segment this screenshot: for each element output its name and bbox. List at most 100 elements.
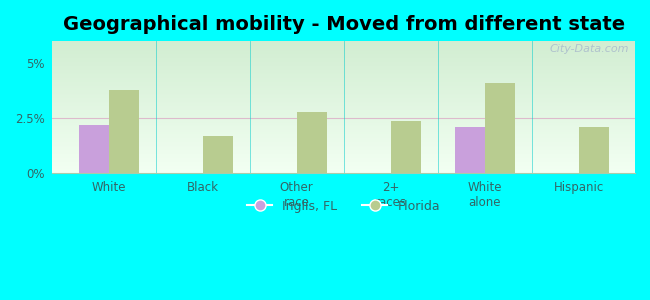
Bar <box>53 76 635 77</box>
Bar <box>53 128 635 129</box>
Bar <box>53 61 635 62</box>
Bar <box>578 127 608 173</box>
Bar <box>53 62 635 63</box>
Bar <box>53 88 635 89</box>
Bar <box>53 127 635 128</box>
Bar <box>53 170 635 171</box>
Bar <box>53 140 635 141</box>
Bar <box>53 58 635 59</box>
Bar <box>53 151 635 152</box>
Bar <box>53 101 635 102</box>
Bar <box>53 99 635 100</box>
Bar <box>53 57 635 58</box>
Bar <box>53 129 635 130</box>
Bar <box>53 122 635 123</box>
Bar <box>53 42 635 43</box>
Bar <box>53 69 635 70</box>
Legend: Inglis, FL, Florida: Inglis, FL, Florida <box>242 194 445 218</box>
Bar <box>53 156 635 157</box>
Bar <box>53 155 635 156</box>
Bar <box>53 171 635 172</box>
Bar <box>53 102 635 103</box>
Bar <box>53 152 635 153</box>
Bar <box>79 125 109 173</box>
Bar <box>53 46 635 47</box>
Bar <box>53 71 635 72</box>
Bar <box>53 100 635 101</box>
Bar <box>53 136 635 137</box>
Bar <box>53 113 635 114</box>
Bar <box>53 167 635 168</box>
Bar <box>53 105 635 106</box>
Bar <box>53 82 635 83</box>
Bar <box>53 86 635 87</box>
Bar <box>53 141 635 142</box>
Bar <box>53 96 635 97</box>
Bar <box>53 139 635 140</box>
Bar <box>53 47 635 48</box>
Bar <box>53 67 635 68</box>
Title: Geographical mobility - Moved from different state: Geographical mobility - Moved from diffe… <box>62 15 625 34</box>
Bar <box>53 172 635 173</box>
Bar <box>53 112 635 113</box>
Bar <box>53 45 635 46</box>
Bar <box>53 144 635 145</box>
Bar <box>53 77 635 78</box>
Bar <box>53 132 635 133</box>
Bar <box>53 161 635 162</box>
Bar <box>53 109 635 110</box>
Bar <box>53 65 635 66</box>
Bar <box>53 107 635 108</box>
Text: City-Data.com: City-Data.com <box>550 44 629 54</box>
Bar <box>53 43 635 44</box>
Bar <box>53 91 635 92</box>
Bar <box>53 147 635 148</box>
Bar <box>53 159 635 160</box>
Bar <box>53 157 635 158</box>
Bar <box>53 75 635 76</box>
Bar <box>53 68 635 69</box>
Bar <box>53 142 635 143</box>
Bar <box>53 153 635 154</box>
Bar <box>53 78 635 79</box>
Bar <box>53 111 635 112</box>
Bar <box>53 85 635 86</box>
Bar <box>53 63 635 64</box>
Bar <box>53 104 635 105</box>
Bar <box>53 106 635 107</box>
Bar <box>53 110 635 111</box>
Bar <box>53 70 635 71</box>
Bar <box>53 119 635 120</box>
Bar <box>53 135 635 136</box>
Bar <box>53 133 635 134</box>
Bar <box>53 79 635 80</box>
Bar <box>53 98 635 99</box>
Bar <box>53 66 635 67</box>
Bar <box>53 55 635 56</box>
Bar <box>53 123 635 124</box>
Bar <box>53 50 635 51</box>
Bar <box>53 137 635 138</box>
Bar <box>454 127 485 173</box>
Bar <box>53 51 635 52</box>
Bar <box>53 54 635 55</box>
Bar <box>53 131 635 132</box>
Bar <box>203 136 233 173</box>
Bar <box>53 90 635 91</box>
Bar <box>53 52 635 53</box>
Bar <box>391 121 421 173</box>
Bar <box>53 74 635 75</box>
Bar <box>53 148 635 149</box>
Bar <box>53 121 635 122</box>
Bar <box>53 87 635 88</box>
Bar <box>53 108 635 109</box>
Bar <box>53 95 635 96</box>
Bar <box>53 118 635 119</box>
Bar <box>53 162 635 163</box>
Bar <box>53 168 635 169</box>
Bar <box>53 44 635 45</box>
Bar <box>53 56 635 57</box>
Bar <box>53 115 635 116</box>
Bar <box>53 64 635 65</box>
Bar <box>53 163 635 164</box>
